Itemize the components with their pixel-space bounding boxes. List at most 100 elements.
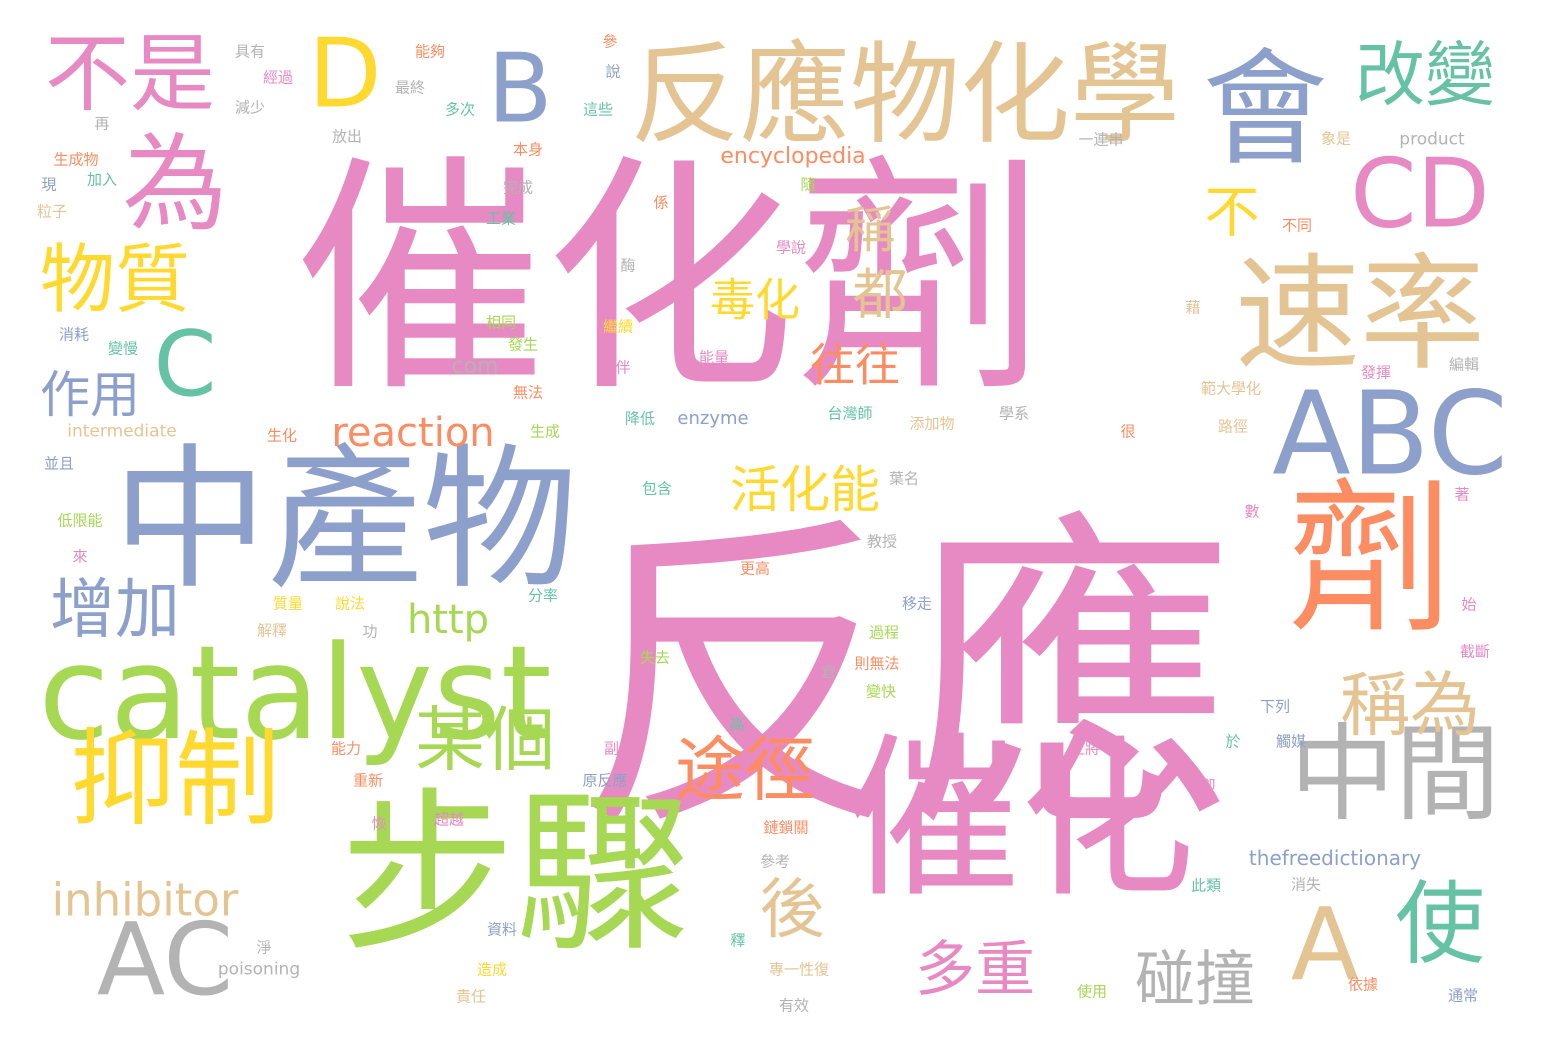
cloud-word: encyclopedia [720,144,866,169]
cloud-word: 這些 [582,100,614,119]
cloud-word: B [487,34,553,145]
cloud-word: 碰撞 [1135,945,1255,1015]
cloud-word: 於 [1225,732,1241,751]
cloud-word: AC [96,901,234,1018]
cloud-word: 失去 [639,648,671,667]
cloud-word: 說法 [334,594,366,613]
cloud-word: 範大學化 [1200,379,1262,398]
cloud-word: 學系 [998,404,1030,423]
cloud-word: 中產物 [112,429,578,611]
cloud-word: 酶 [620,256,636,275]
cloud-word: 路徑 [1217,417,1249,436]
cloud-word: 伴 [615,358,631,377]
cloud-word: 學說 [775,238,807,257]
cloud-word: 通常 [1447,986,1479,1005]
cloud-word: 淨 [256,938,272,957]
cloud-word: 卻 [1200,776,1216,795]
cloud-word: 包含 [641,479,673,498]
cloud-word: ABC [1272,367,1508,502]
cloud-word: 催化 [845,718,1195,922]
cloud-word: 隨 [800,175,816,194]
cloud-word: 專一性復 [768,960,830,979]
cloud-word: com [451,354,499,379]
cloud-word: reaction [331,410,495,456]
cloud-word: A [1290,886,1360,1003]
cloud-word: 現 [41,175,57,194]
cloud-word: C [153,312,217,417]
cloud-word: 此類 [1190,876,1222,895]
cloud-word: 作用 [40,366,140,424]
cloud-word: 過程 [868,623,900,642]
cloud-word: 活化能 [730,461,880,519]
cloud-word: 能夠 [414,42,446,61]
cloud-word: 始 [1461,595,1477,614]
cloud-word: intermediate [67,421,177,442]
cloud-word: 某個 [415,699,555,781]
cloud-word: 降低 [624,409,656,428]
cloud-word: 添加物 [909,414,955,433]
cloud-word: 步驟 [340,773,690,977]
cloud-word: 催化劑 [295,134,1045,425]
cloud-word: 造成 [476,960,508,979]
cloud-word: inhibitor [51,873,239,927]
cloud-word: 恢 [371,814,387,833]
cloud-word: 生成 [529,422,561,441]
cloud-word: 增加 [49,572,181,648]
cloud-word: 觸媒 [1275,732,1307,751]
cloud-word: 質量 [272,594,304,613]
cloud-word: 相同 [485,313,517,332]
cloud-word: 消耗 [58,325,90,344]
cloud-word: product [1399,129,1465,150]
cloud-word: 依據 [1347,975,1379,994]
cloud-word: 來 [72,547,88,566]
cloud-word: 高 [729,715,745,734]
cloud-word: http [406,597,490,643]
cloud-word: D [308,19,382,130]
cloud-word: 劑 [1287,463,1453,656]
cloud-word: poisoning [217,959,301,980]
cloud-word: 放出 [331,127,363,146]
cloud-word: 不是 [44,25,216,125]
cloud-word: 變快 [865,682,897,701]
cloud-word: 往往 [809,338,901,392]
cloud-word: 都 [852,262,908,327]
cloud-word: 抑制 [69,718,281,841]
cloud-word: 藉 [1185,298,1201,317]
cloud-word: 不同 [1281,216,1313,235]
cloud-word: 低限能 [57,511,103,530]
cloud-word: 則無法 [854,654,900,673]
cloud-word: 不 [1204,180,1260,245]
cloud-word: 下列 [1259,697,1291,716]
cloud-word: 解釋 [256,621,288,640]
cloud-word: enzyme [677,408,749,429]
cloud-word: 更高 [739,559,771,578]
cloud-word: 有效 [778,996,810,1015]
cloud-word: 葉名 [888,469,920,488]
cloud-word: 消失 [1290,875,1322,894]
cloud-word: 改變 [1355,34,1495,116]
cloud-word: 生成物 [53,150,99,169]
cloud-word: 變慢 [107,339,139,358]
cloud-word: 副則 [603,739,635,758]
cloud-word: 發生 [507,335,539,354]
cloud-word: 無法 [512,383,544,402]
cloud-word: 上將 [1069,739,1101,758]
cloud-word: 功 [362,622,378,641]
cloud-word: 中間 [1289,713,1501,836]
cloud-word: 一連串 [1078,130,1124,149]
cloud-word: 最終 [394,78,426,97]
cloud-word: catalyst [38,617,552,769]
cloud-word: 責任 [455,987,487,1006]
cloud-word: 並且 [43,454,75,473]
cloud-word: 反應物化學 [630,31,1180,159]
cloud-word: 生化 [266,426,298,445]
cloud-word: 係 [653,193,669,212]
cloud-word: 說 [605,62,621,81]
cloud-word: 減少 [234,98,266,117]
cloud-word: 後 [759,872,825,948]
cloud-word: 鏈鎖關 [763,818,809,837]
cloud-word: 能量 [698,348,730,367]
cloud-word: 使用 [1076,982,1108,1001]
cloud-word: 繼續 [602,317,634,336]
